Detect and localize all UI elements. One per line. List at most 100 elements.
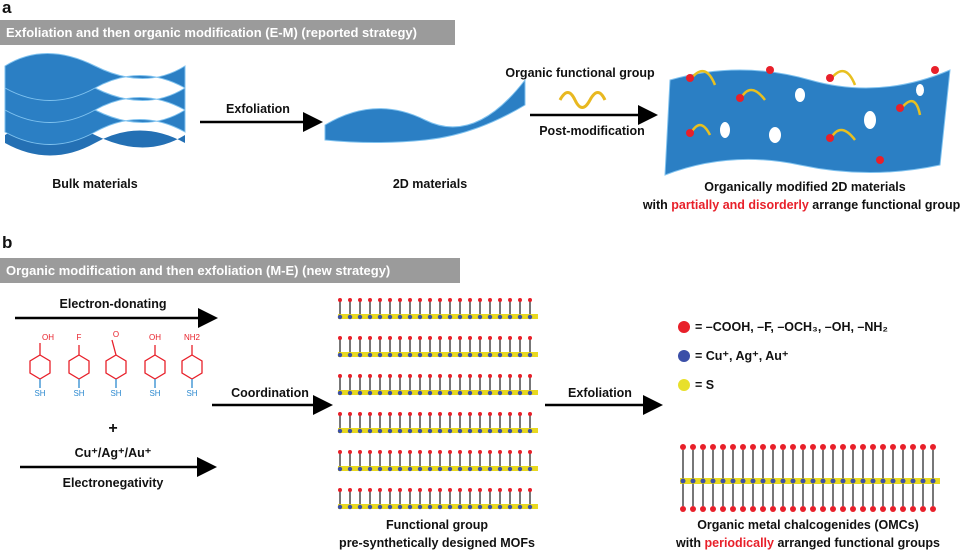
mof-functional-group	[528, 298, 532, 302]
omc-metal-node	[780, 478, 786, 484]
omc-functional-group	[690, 506, 696, 512]
omc-functional-group	[780, 444, 786, 450]
mof-metal-node	[337, 428, 343, 434]
mof-metal-node	[457, 314, 463, 320]
mof-functional-group	[388, 298, 392, 302]
omc-metal-node	[930, 478, 936, 484]
mof-metal-node	[337, 466, 343, 472]
mof-metal-node	[387, 428, 393, 434]
mof-functional-group	[488, 298, 492, 302]
mof-metal-node	[437, 352, 443, 358]
omc-functional-group	[840, 506, 846, 512]
mof-metal-node	[447, 466, 453, 472]
mof-metal-node	[367, 504, 373, 510]
mof-functional-group	[478, 450, 482, 454]
mof-metal-node	[427, 504, 433, 510]
omc-functional-group	[710, 444, 716, 450]
omc-functional-group	[730, 444, 736, 450]
post-modification-label: Post-modification	[539, 124, 645, 138]
omc-functional-group	[710, 506, 716, 512]
mof-metal-node	[467, 352, 473, 358]
molecule-group-label: OH	[149, 333, 161, 342]
panel-a-label: a	[2, 0, 12, 17]
mof-functional-group	[468, 298, 472, 302]
mof-functional-group	[518, 488, 522, 492]
mof-metal-node	[457, 428, 463, 434]
omc-functional-group	[890, 506, 896, 512]
mof-functional-group	[498, 488, 502, 492]
mof-metal-node	[427, 428, 433, 434]
mof-metal-node	[407, 466, 413, 472]
molecule-thiol-label: SH	[186, 389, 198, 398]
mof-functional-group	[508, 336, 512, 340]
mof-functional-group	[418, 488, 422, 492]
omc-metal-node	[860, 478, 866, 484]
mof-functional-group	[408, 488, 412, 492]
mof-metal-node	[517, 466, 523, 472]
mof-metal-node	[357, 466, 363, 472]
mof-functional-group	[418, 412, 422, 416]
exfoliation-label-b: Exfoliation	[568, 386, 632, 400]
mof-functional-group	[498, 336, 502, 340]
mof-functional-group	[528, 450, 532, 454]
mof-functional-group	[398, 488, 402, 492]
mof-label-line2: pre-synthetically designed MOFs	[339, 536, 535, 550]
mof-functional-group	[468, 336, 472, 340]
mof-metal-node	[447, 314, 453, 320]
mof-functional-group	[508, 298, 512, 302]
molecule-group-label: O	[112, 330, 120, 339]
mof-metal-node	[467, 466, 473, 472]
mof-functional-group	[418, 450, 422, 454]
omc-metal-node	[910, 478, 916, 484]
mof-metal-node	[337, 352, 343, 358]
mof-metal-node	[467, 314, 473, 320]
mof-functional-group	[508, 450, 512, 454]
omc-functional-group	[910, 444, 916, 450]
mof-functional-group	[518, 374, 522, 378]
mof-functional-group	[488, 374, 492, 378]
mof-functional-group	[338, 450, 342, 454]
mof-functional-group	[488, 488, 492, 492]
mof-functional-group	[468, 412, 472, 416]
mof-functional-group	[378, 450, 382, 454]
omc-functional-group	[680, 506, 686, 512]
omc-metal-node	[840, 478, 846, 484]
mof-metal-node	[507, 352, 513, 358]
mof-functional-group	[438, 488, 442, 492]
mof-metal-node	[507, 466, 513, 472]
mof-metal-node	[417, 390, 423, 396]
mof-metal-node	[497, 390, 503, 396]
electronegativity-label: Electronegativity	[62, 476, 164, 490]
mof-functional-group	[378, 374, 382, 378]
mof-functional-group	[338, 298, 342, 302]
mof-functional-group	[368, 298, 372, 302]
mof-functional-group	[388, 450, 392, 454]
mof-metal-node	[387, 504, 393, 510]
mof-functional-group	[478, 336, 482, 340]
mof-metal-node	[507, 314, 513, 320]
mof-functional-group	[378, 412, 382, 416]
mof-metal-node	[397, 390, 403, 396]
omc-functional-group	[740, 506, 746, 512]
molecule-thiol-label: SH	[110, 389, 122, 398]
omc-functional-group	[860, 444, 866, 450]
omc-functional-group	[750, 444, 756, 450]
omc-metal-node	[870, 478, 876, 484]
mof-metal-node	[527, 352, 533, 358]
mof-metal-node	[457, 466, 463, 472]
mof-metal-node	[447, 352, 453, 358]
mof-metal-node	[477, 504, 483, 510]
mof-metal-node	[387, 314, 393, 320]
mof-metal-node	[477, 390, 483, 396]
mof-metal-node	[437, 504, 443, 510]
mof-functional-group	[438, 450, 442, 454]
mof-functional-group	[428, 488, 432, 492]
mof-metal-node	[497, 352, 503, 358]
electron-donating-label: Electron-donating	[59, 297, 167, 311]
modified-2d-sheet	[664, 66, 951, 176]
mof-metal-node	[347, 314, 353, 320]
mof-functional-group	[398, 412, 402, 416]
mof-functional-group	[498, 298, 502, 302]
mof-functional-group	[428, 298, 432, 302]
omc-functional-group	[870, 444, 876, 450]
